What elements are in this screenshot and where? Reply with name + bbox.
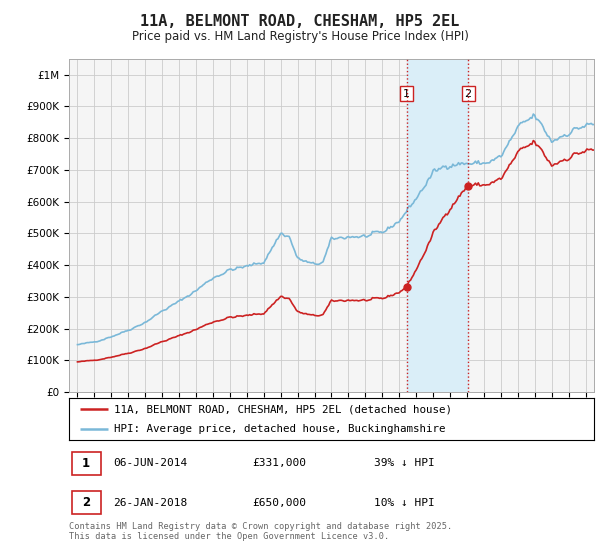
Text: £650,000: £650,000 — [253, 498, 307, 507]
Text: 2: 2 — [82, 496, 90, 509]
Text: Contains HM Land Registry data © Crown copyright and database right 2025.
This d: Contains HM Land Registry data © Crown c… — [69, 522, 452, 542]
FancyBboxPatch shape — [71, 491, 101, 514]
Text: 1: 1 — [403, 88, 410, 99]
Text: Price paid vs. HM Land Registry's House Price Index (HPI): Price paid vs. HM Land Registry's House … — [131, 30, 469, 43]
FancyBboxPatch shape — [71, 452, 101, 475]
Text: 11A, BELMONT ROAD, CHESHAM, HP5 2EL (detached house): 11A, BELMONT ROAD, CHESHAM, HP5 2EL (det… — [113, 404, 452, 414]
Text: 06-JUN-2014: 06-JUN-2014 — [113, 459, 188, 468]
Text: 10% ↓ HPI: 10% ↓ HPI — [373, 498, 434, 507]
Text: 1: 1 — [82, 457, 90, 470]
Text: £331,000: £331,000 — [253, 459, 307, 468]
Text: 11A, BELMONT ROAD, CHESHAM, HP5 2EL: 11A, BELMONT ROAD, CHESHAM, HP5 2EL — [140, 14, 460, 29]
Bar — [407, 59, 468, 392]
Text: HPI: Average price, detached house, Buckinghamshire: HPI: Average price, detached house, Buck… — [113, 424, 445, 434]
Text: 39% ↓ HPI: 39% ↓ HPI — [373, 459, 434, 468]
Text: 26-JAN-2018: 26-JAN-2018 — [113, 498, 188, 507]
Text: 2: 2 — [464, 88, 472, 99]
